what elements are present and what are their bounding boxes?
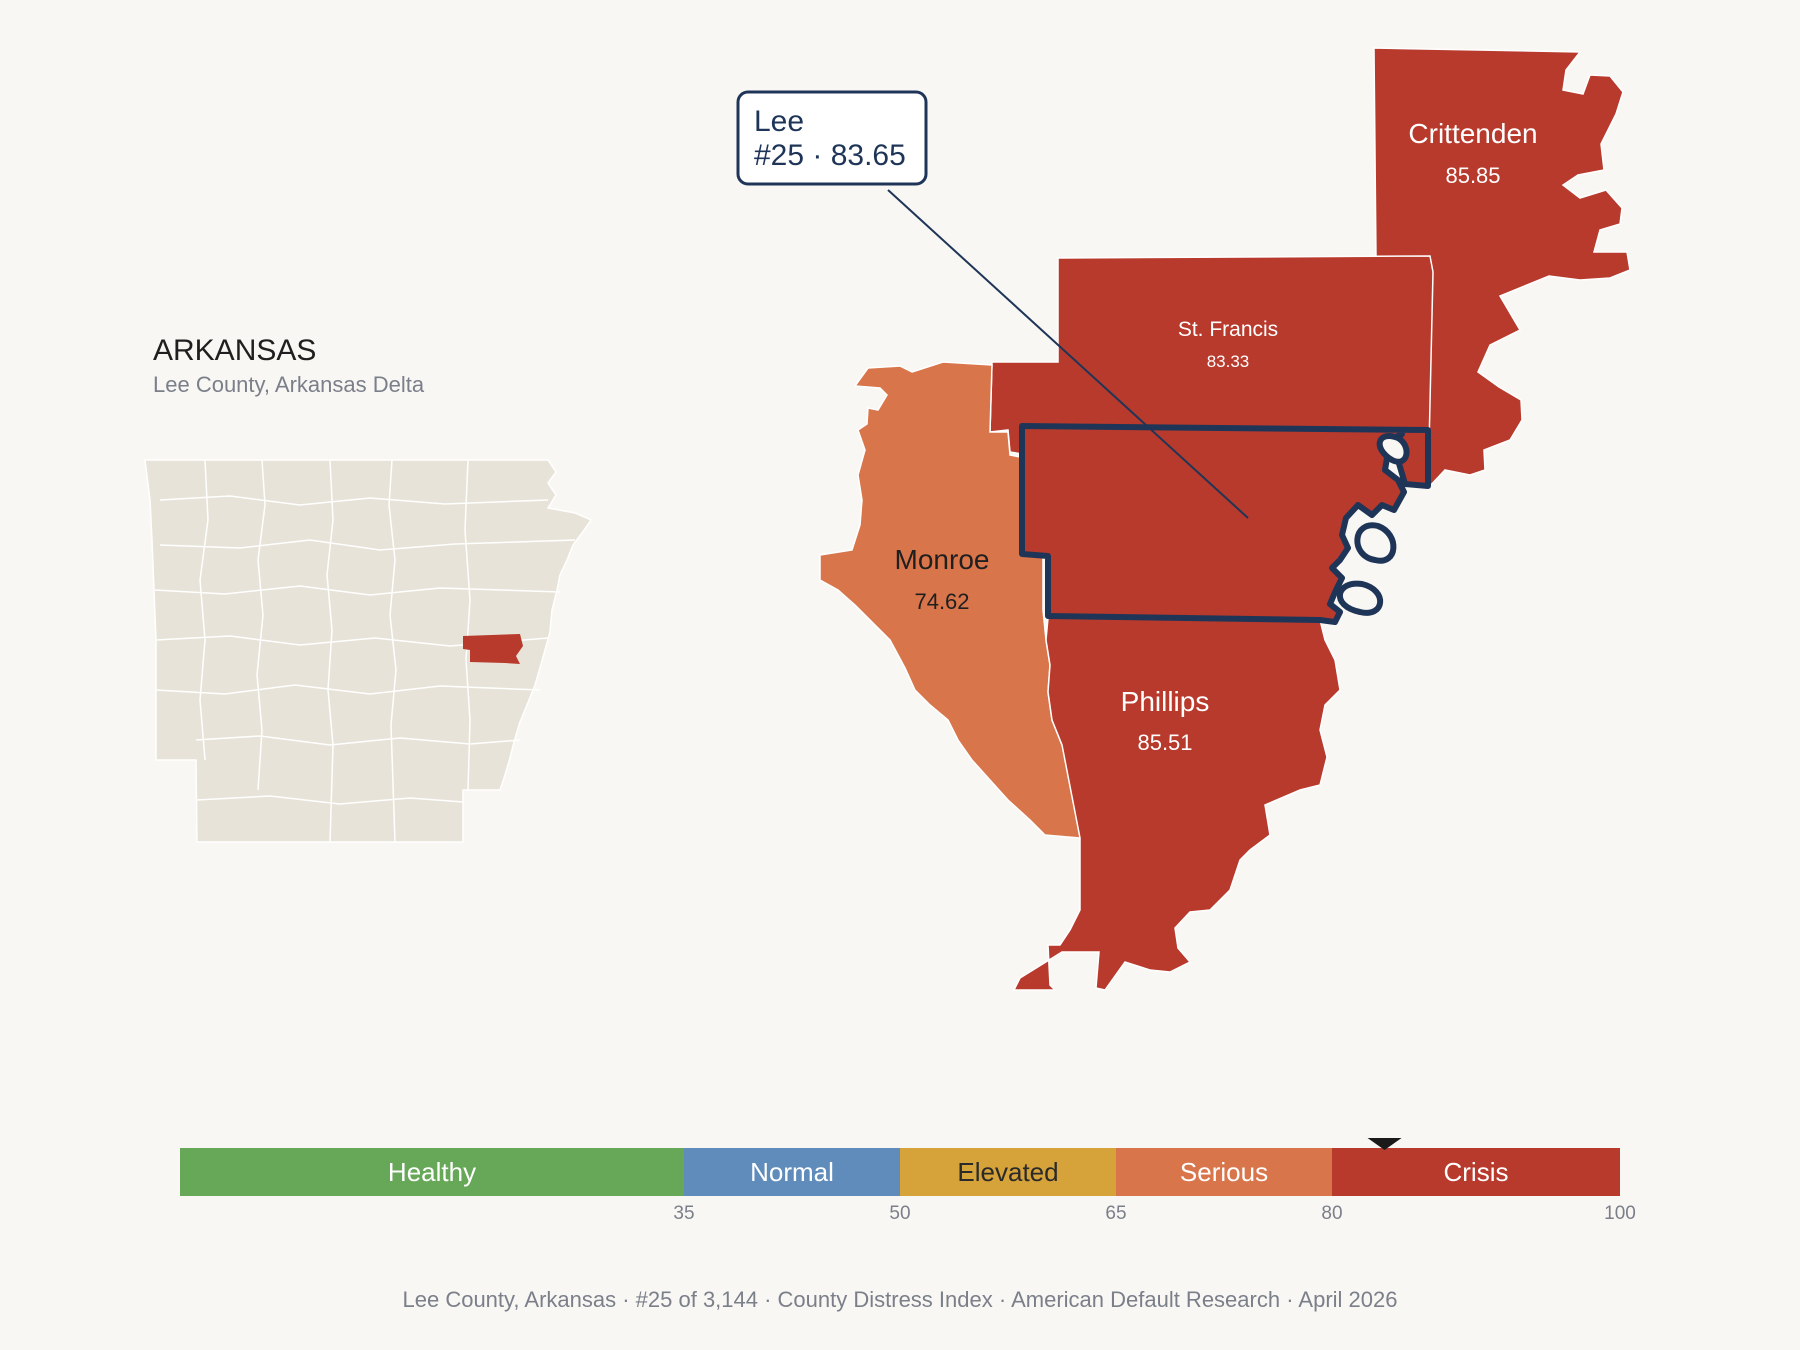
county-phillips [1012,617,1341,991]
legend-tick-65: 65 [1105,1203,1126,1224]
label-st-francis-value: 83.33 [1207,352,1250,371]
state-inset: ARKANSAS Lee County, Arkansas Delta [144,334,593,843]
legend-band-label-serious: Serious [1180,1157,1268,1187]
river-oxbows [1337,433,1410,616]
legend-band-label-crisis: Crisis [1444,1157,1509,1187]
label-phillips-name: Phillips [1121,686,1210,717]
legend-band-label-normal: Normal [750,1157,834,1187]
state-title: ARKANSAS [153,334,316,367]
footer-credits: Lee County, Arkansas · #25 of 3,144 · Co… [403,1287,1398,1312]
legend-tick-35: 35 [673,1203,694,1224]
arkansas-outline [144,459,593,843]
callout-box [736,90,928,186]
legend-tick-50: 50 [889,1203,910,1224]
legend-band-elevated [900,1148,1116,1196]
legend-band-label-elevated: Elevated [957,1157,1058,1187]
label-phillips-value: 85.51 [1137,730,1192,755]
lee-inset-marker [463,634,523,664]
legend-band-healthy [180,1148,684,1196]
label-monroe-value: 74.62 [914,589,969,614]
label-crittenden-name: Crittenden [1408,118,1537,149]
state-subtitle: Lee County, Arkansas Delta [153,372,425,397]
callout-title: Lee [754,105,804,138]
distress-legend: Healthy Normal Elevated Serious Crisis 35 50 65… [180,1138,1636,1224]
detail-map: Crittenden 85.85 St. Francis 83.33 Monro… [736,47,1631,991]
legend-tick-80: 80 [1321,1203,1342,1224]
county-boundaries [154,459,576,843]
county-crittenden [1373,47,1631,490]
label-monroe-name: Monroe [895,544,990,575]
legend-band-normal [684,1148,900,1196]
legend-band-serious [1116,1148,1332,1196]
label-st-francis-name: St. Francis [1178,318,1278,341]
legend-tick-100: 100 [1604,1203,1636,1224]
legend-band-label-healthy: Healthy [388,1157,476,1187]
callout-leader-line [887,189,1249,519]
callout-rank-score: #25 · 83.65 [754,139,906,172]
legend-band-crisis [1332,1148,1620,1196]
legend-marker-triangle [1367,1138,1402,1150]
label-crittenden-value: 85.85 [1445,163,1500,188]
